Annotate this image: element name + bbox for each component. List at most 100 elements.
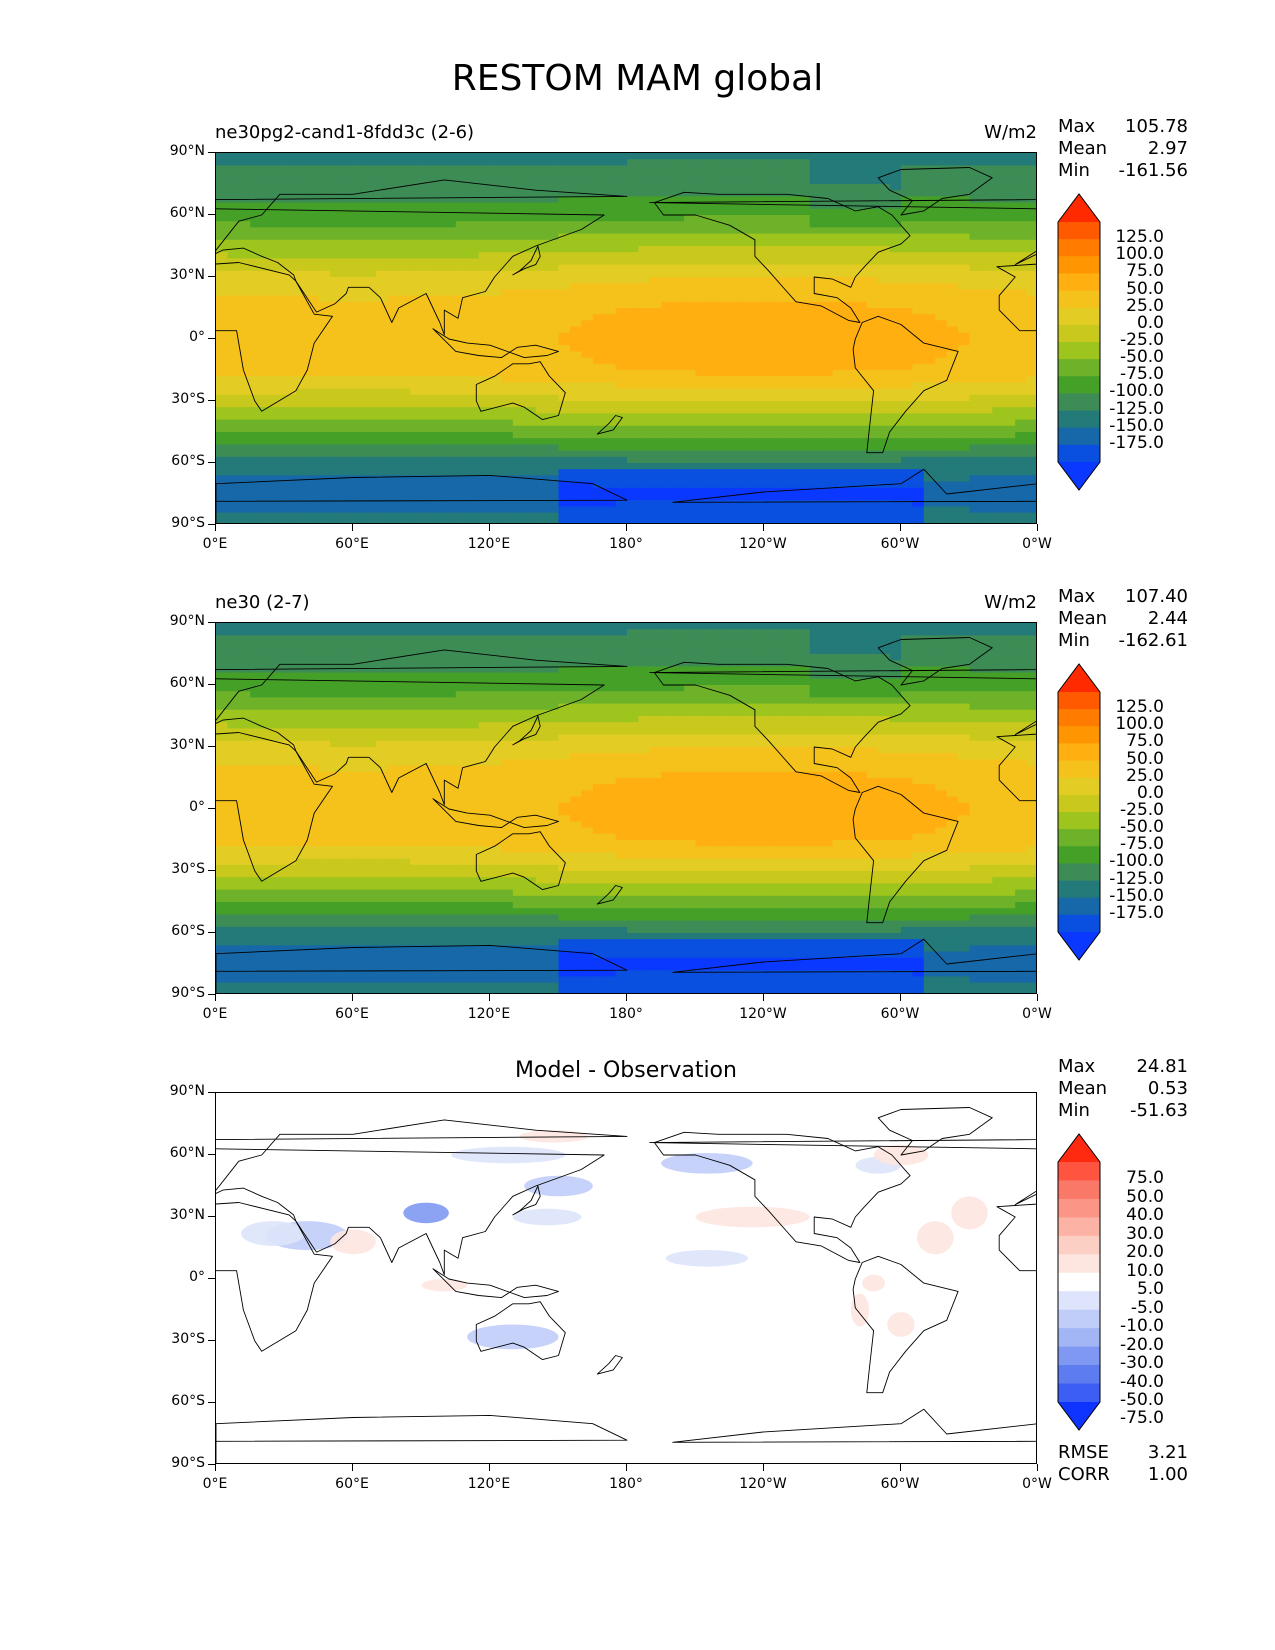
field-cell	[695, 438, 708, 445]
field-cell	[524, 314, 537, 321]
field-cell	[341, 376, 354, 383]
field-cell	[341, 171, 354, 179]
field-cell	[729, 221, 742, 228]
field-cell	[980, 159, 993, 166]
field-cell	[729, 314, 742, 321]
field-cell	[238, 654, 251, 661]
field-cell	[843, 370, 856, 377]
field-cell	[330, 388, 343, 396]
field-cell	[421, 518, 434, 523]
field-cell	[649, 177, 662, 185]
field-cell	[261, 332, 274, 340]
field-cell	[535, 159, 548, 166]
field-cell	[375, 635, 388, 643]
field-cell	[273, 394, 286, 402]
field-cell	[798, 184, 811, 191]
field-cell	[1026, 388, 1036, 396]
field-cell	[741, 660, 754, 667]
field-cell	[958, 202, 971, 210]
field-cell	[695, 345, 708, 352]
field-cell	[843, 339, 856, 346]
field-cell	[809, 654, 822, 661]
field-cell	[935, 301, 948, 309]
field-cell	[684, 270, 697, 278]
field-cell	[216, 357, 229, 365]
field-cell	[364, 481, 377, 489]
field-cell	[843, 208, 856, 216]
field-cell	[741, 184, 754, 191]
field-cell	[775, 332, 788, 340]
field-cell	[695, 370, 708, 377]
field-cell	[992, 481, 1005, 489]
field-cell	[421, 666, 434, 674]
field-cell	[547, 438, 560, 445]
field-cell	[901, 413, 914, 421]
field-cell	[238, 326, 251, 334]
field-cell	[455, 394, 468, 402]
field-cell	[752, 413, 765, 421]
field-cell	[878, 351, 891, 359]
field-cell	[775, 382, 788, 390]
colorbar-tick-label: 0.0	[1136, 312, 1164, 333]
field-cell	[866, 500, 879, 507]
field-cell	[295, 419, 308, 427]
field-cell	[706, 308, 719, 315]
field-cell	[478, 289, 491, 297]
field-cell	[1015, 227, 1028, 235]
field-cell	[307, 357, 320, 365]
field-cell	[387, 320, 400, 328]
field-cell	[729, 518, 742, 523]
field-cell	[558, 413, 571, 421]
field-cell	[661, 654, 674, 661]
colorbar-extend-min	[1058, 462, 1100, 490]
field-cell	[330, 481, 343, 489]
field-cell	[627, 635, 640, 643]
field-cell	[512, 270, 525, 278]
field-cell	[969, 463, 982, 470]
lat-tick-label: 30°N	[169, 267, 205, 283]
field-cell	[866, 432, 879, 439]
field-cell	[216, 332, 229, 340]
field-cell	[1003, 357, 1016, 365]
field-cell	[227, 500, 240, 507]
field-cell	[958, 469, 971, 476]
field-cell	[718, 264, 731, 272]
field-cell	[535, 438, 548, 445]
field-cell	[1026, 252, 1036, 259]
field-cell	[638, 239, 651, 247]
field-cell	[1026, 641, 1036, 649]
field-cell	[855, 184, 868, 191]
field-cell	[273, 506, 286, 514]
field-cell	[512, 227, 525, 235]
field-cell	[866, 463, 879, 470]
field-cell	[786, 456, 799, 464]
field-cell	[478, 239, 491, 247]
field-cell	[866, 623, 879, 630]
field-cell	[649, 481, 662, 489]
field-cell	[741, 438, 754, 445]
field-cell	[353, 326, 366, 334]
field-cell	[901, 184, 914, 191]
field-cell	[946, 376, 959, 383]
field-cell	[786, 252, 799, 259]
field-cell	[741, 419, 754, 427]
field-cell	[627, 394, 640, 402]
field-cell	[604, 196, 617, 204]
field-cell	[364, 159, 377, 166]
field-cell	[318, 506, 331, 514]
field-cell	[238, 463, 251, 470]
field-cell	[216, 270, 229, 278]
field-cell	[684, 258, 697, 266]
field-cell	[353, 469, 366, 476]
field-cell	[398, 264, 411, 272]
field-cell	[581, 345, 594, 352]
field-cell	[786, 165, 799, 173]
field-cell	[980, 289, 993, 297]
field-cell	[764, 320, 777, 328]
field-cell	[524, 487, 537, 495]
field-cell	[627, 196, 640, 204]
field-cell	[1015, 345, 1028, 352]
field-cell	[935, 647, 948, 655]
field-cell	[1015, 208, 1028, 216]
field-cell	[1003, 518, 1016, 523]
